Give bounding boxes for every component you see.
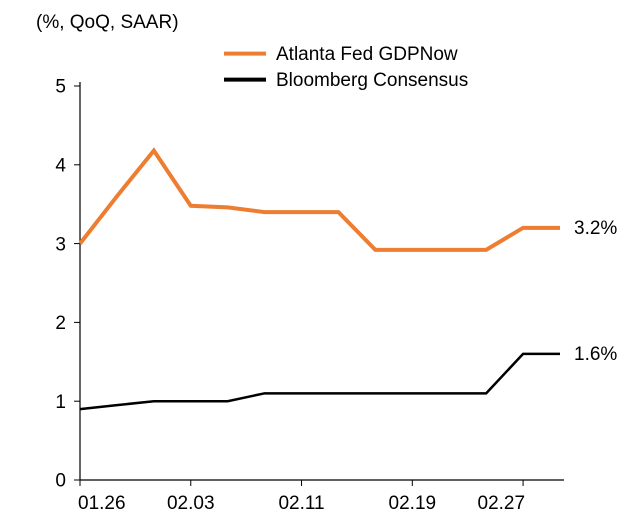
y-tick-label: 4: [55, 155, 66, 176]
x-tick-label: 02.19: [389, 493, 437, 514]
y-tick-label: 5: [55, 77, 66, 98]
y-tick-label: 0: [55, 471, 66, 492]
chart-svg: 0 1 2 3 4 5 01.26 02.03 02.11 02.19 02.27 (%, QoQ, …: [0, 0, 644, 524]
x-tick-label: 02.11: [278, 493, 324, 514]
y-tick-label: 2: [55, 313, 66, 334]
legend-label-1: Bloomberg Consensus: [276, 70, 468, 91]
end-label-0: 3.2%: [574, 218, 617, 239]
gdp-nowcast-chart: 0 1 2 3 4 5 01.26 02.03 02.11 02.19 02.27 (%, QoQ, …: [0, 0, 644, 524]
x-tick-label: 02.03: [167, 493, 215, 514]
y-tick-label: 1: [55, 392, 66, 413]
legend-label-0: Atlanta Fed GDPNow: [276, 44, 458, 65]
unit-label: (%, QoQ, SAAR): [36, 12, 179, 33]
x-tick-label: 02.27: [478, 493, 526, 514]
x-tick-label: 01.26: [78, 493, 126, 514]
y-tick-label: 3: [55, 234, 66, 255]
end-label-1: 1.6%: [574, 344, 617, 365]
